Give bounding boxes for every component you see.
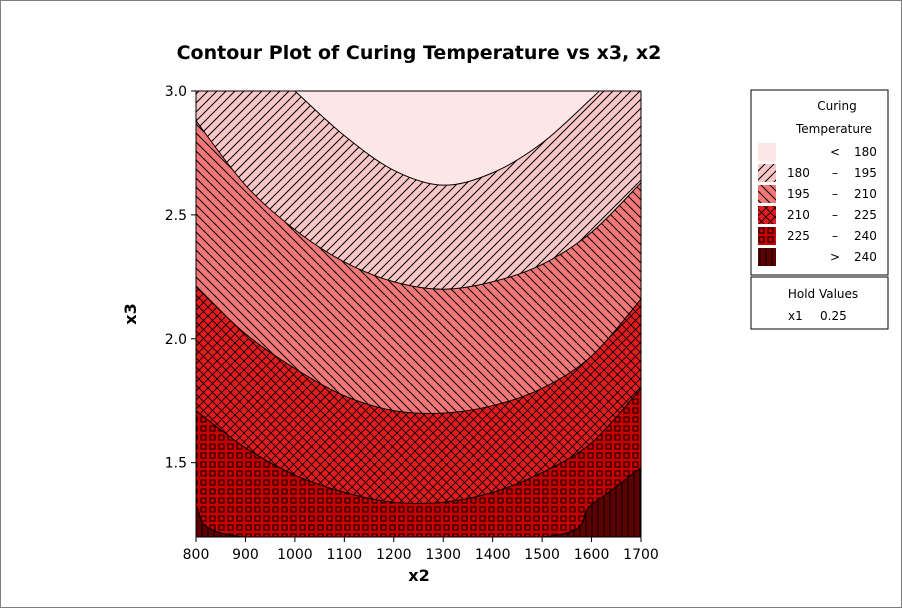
x-tick-label: 1400 (475, 547, 511, 563)
legend-entry-high: 180 (854, 145, 877, 159)
legend: Curing Temperature <180180–195195–210210… (750, 89, 889, 276)
hold-values-title: Hold Values (788, 287, 858, 301)
chart-title: Contour Plot of Curing Temperature vs x3… (177, 42, 662, 64)
legend-title-line2: Temperature (795, 122, 872, 136)
legend-entry: 225 – 240 (758, 227, 877, 245)
x-tick-label: 1500 (524, 547, 560, 563)
band-210-225 (196, 286, 641, 537)
y-tick-label: 3.0 (165, 84, 187, 100)
legend-swatch-pattern (758, 248, 776, 266)
hold-values-box: Hold Values x1 0.25 (750, 276, 889, 330)
y-tick-label: 1.5 (165, 456, 187, 472)
x-tick-label: 1000 (277, 547, 313, 563)
legend-entry-low: 210 (787, 208, 810, 222)
legend-box (750, 89, 889, 276)
legend-title-line1: Curing (817, 99, 856, 113)
legend-entry-high: 195 (854, 166, 877, 180)
x-tick-label: 1600 (574, 547, 610, 563)
y-tick-label: 2.0 (165, 332, 187, 348)
legend-entry-sep: > (830, 250, 840, 264)
band-225-240 (196, 388, 641, 537)
contour-line-240 (196, 467, 641, 537)
legend-entry-low: 180 (787, 166, 810, 180)
band-above-240-pattern (196, 467, 641, 537)
hold-values-value: 0.25 (820, 309, 847, 323)
legend-swatch-pattern (758, 185, 776, 203)
legend-entry-low: 195 (787, 187, 810, 201)
legend-entry-sep: < (830, 145, 840, 159)
hold-values-variable: x1 (788, 309, 803, 323)
y-axis-label: x3 (121, 303, 140, 324)
legend-entry-sep: – (832, 166, 838, 180)
plot-area (195, 90, 642, 538)
legend-entry: <180 (758, 143, 877, 161)
x-tick-label: 900 (232, 547, 259, 563)
x-axis: 800 900 1000 1100 1200 1300 1400 1500 1600 1700 (183, 537, 659, 563)
x-tick-label: 1700 (623, 547, 659, 563)
x-tick-label: 1300 (425, 547, 461, 563)
legend-entry: >240 (758, 248, 877, 266)
legend-swatch-pattern (758, 164, 776, 182)
contour-line-225 (196, 387, 641, 505)
x-axis-label: x2 (408, 566, 429, 585)
band-210-225-pattern (196, 286, 641, 537)
x-tick-label: 1200 (376, 547, 412, 563)
contour-line-180 (294, 91, 600, 186)
y-axis: 1.5 2.0 2.5 3.0 (165, 84, 196, 472)
legend-entry: 195 – 210 (758, 185, 877, 203)
legend-entry-high: 240 (854, 229, 877, 243)
plot-border (195, 90, 642, 538)
legend-entry-low: 225 (787, 229, 810, 243)
band-above-240 (196, 467, 641, 537)
legend-swatch-pattern (758, 206, 776, 224)
hold-values-frame (750, 276, 889, 330)
legend-entry-high: 225 (854, 208, 877, 222)
legend-swatch (758, 143, 776, 161)
contour-line-195 (196, 120, 641, 290)
x-tick-label: 800 (183, 547, 210, 563)
legend-swatch-pattern (758, 227, 776, 245)
legend-entry-sep: – (832, 208, 838, 222)
legend-entry-high: 210 (854, 187, 877, 201)
legend-entry: 180 – 195 (758, 164, 877, 182)
legend-entry-high: 240 (854, 250, 877, 264)
contour-line-210 (196, 286, 641, 414)
legend-entry-sep: – (832, 229, 838, 243)
band-225-240-pattern (196, 388, 641, 537)
legend-entry-sep: – (832, 187, 838, 201)
y-tick-label: 2.5 (165, 208, 187, 224)
x-tick-label: 1100 (327, 547, 363, 563)
legend-entry: 210 – 225 (758, 206, 877, 224)
